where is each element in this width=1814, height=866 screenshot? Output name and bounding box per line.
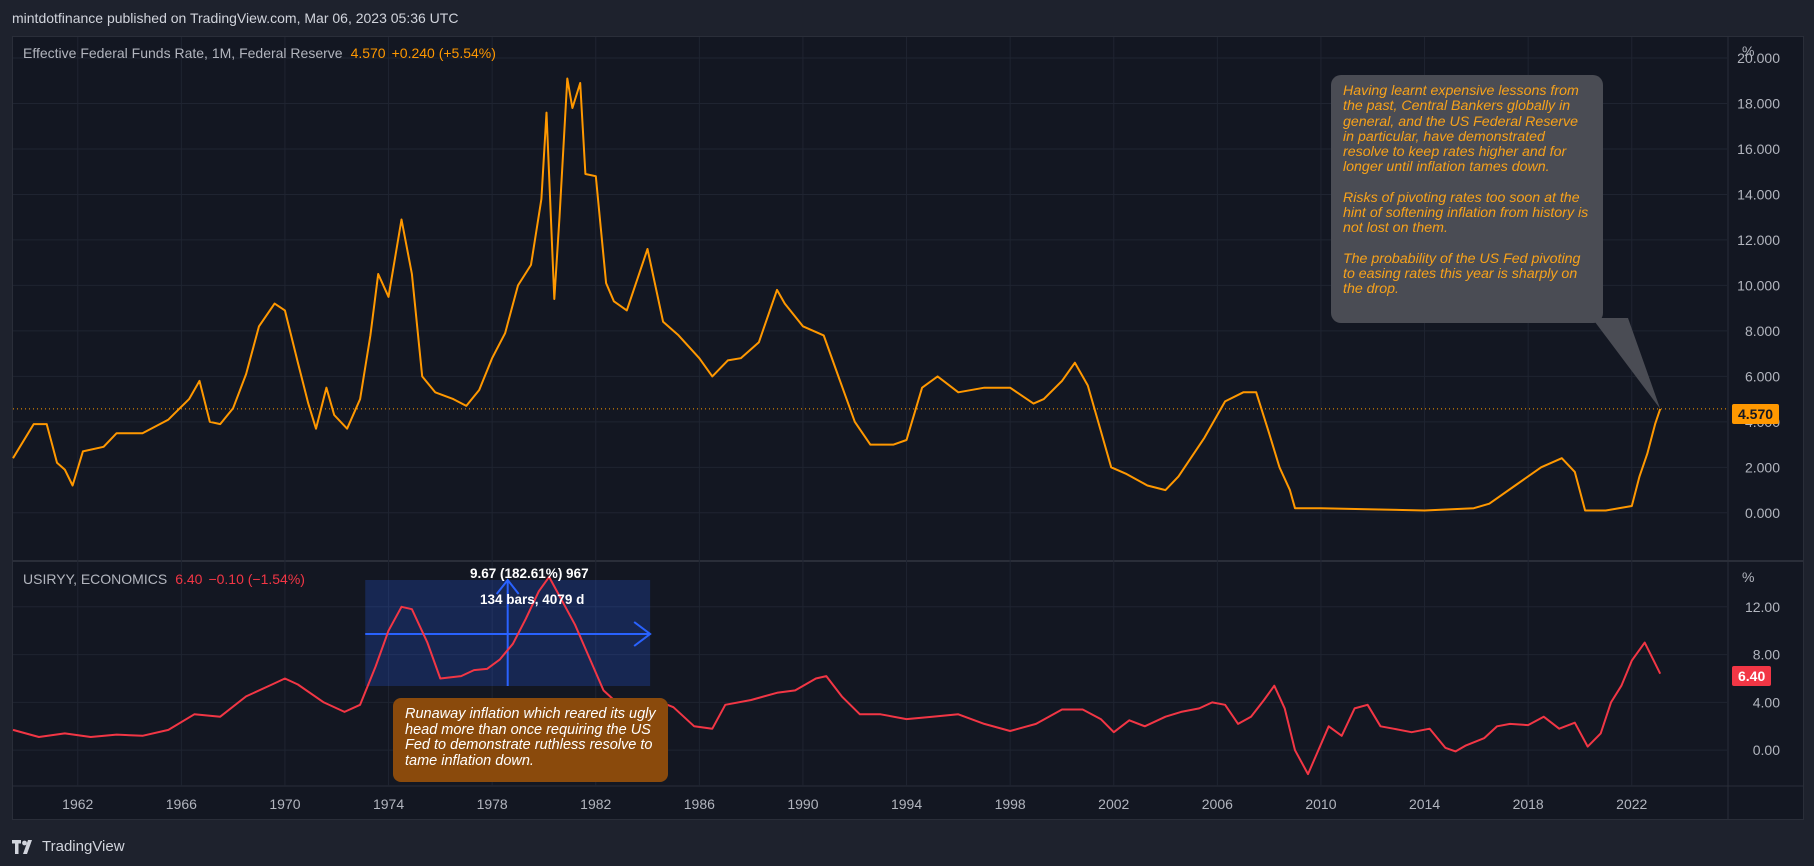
time-tick-label: 1970	[269, 796, 300, 812]
fed-price-tick-label: 14.000	[1737, 186, 1780, 202]
fed-last-price-tag: 4.570	[1732, 404, 1780, 424]
fed-price-tick-label: 20.000	[1737, 50, 1780, 66]
cpi-price-tick-label: 4.00	[1753, 694, 1780, 710]
fed-price-tick-label: 8.000	[1745, 323, 1780, 339]
tradingview-logo[interactable]: TradingView	[12, 838, 125, 855]
fed-price-tick-label: 16.000	[1737, 141, 1780, 157]
fed-legend: Effective Federal Funds Rate, 1M, Federa…	[23, 45, 496, 61]
callout-pointer	[1592, 318, 1661, 409]
time-tick-label: 2014	[1409, 796, 1440, 812]
fed-price-tick-label: 18.000	[1737, 95, 1780, 111]
time-tick-label: 1978	[477, 796, 508, 812]
cpi-last-price-tag: 6.40	[1732, 666, 1772, 686]
cpi-legend-name: USIRYY, ECONOMICS	[23, 571, 168, 587]
fed-legend-change: +0.240 (+5.54%)	[391, 45, 496, 61]
fed-price-tick-label: 6.000	[1745, 368, 1780, 384]
time-tick-label: 1982	[580, 796, 611, 812]
fed-callout-paragraph-1: Having learnt expensive lessons from the…	[1343, 83, 1579, 176]
measure-time-range: 134 bars, 4079 d	[480, 592, 585, 607]
fed-price-tick-label: 10.000	[1737, 277, 1780, 293]
fed-callout-paragraph-3: The probability of the US Fed pivoting t…	[1343, 250, 1581, 298]
fed-legend-value: 4.570	[350, 45, 386, 61]
time-tick-label: 2010	[1305, 796, 1336, 812]
cpi-price-tick-label: 0.00	[1753, 742, 1780, 758]
measure-price-range: 9.67 (182.61%) 967	[470, 566, 589, 581]
time-tick-label: 2022	[1616, 796, 1647, 812]
cpi-price-tick-label: 8.00	[1753, 647, 1780, 663]
inflation-callout[interactable]: Runaway inflation which reared its ugly …	[393, 698, 668, 782]
footer: TradingView	[0, 822, 1814, 866]
cpi-unit-label: %	[1742, 569, 1754, 585]
publisher-attribution: mintdotfinance published on TradingView.…	[12, 10, 459, 26]
measure-vertical-arrowhead	[495, 578, 520, 595]
fed-unit-label: %	[1742, 43, 1754, 59]
measure-horizontal-arrowhead	[633, 621, 652, 647]
time-tick-label: 2006	[1202, 796, 1233, 812]
fed-price-tick-label: 0.000	[1745, 505, 1780, 521]
inflation-callout-text: Runaway inflation which reared its ugly …	[405, 706, 656, 769]
fed-callout-paragraph-2: Risks of pivoting rates too soon at the …	[1343, 189, 1589, 237]
footer-brand: TradingView	[42, 838, 125, 855]
cpi-price-tick-label: 12.00	[1745, 599, 1780, 615]
time-tick-label: 1994	[891, 796, 922, 812]
cpi-legend-value: 6.40	[175, 571, 203, 587]
cpi-legend: USIRYY, ECONOMICS 6.40 −0.10 (−1.54%)	[23, 571, 305, 587]
time-tick-label: 1962	[62, 796, 93, 812]
time-tick-label: 2002	[1098, 796, 1129, 812]
time-tick-label: 2018	[1513, 796, 1544, 812]
fed-price-tick-label: 2.000	[1745, 459, 1780, 475]
fed-series-line	[12, 77, 1662, 512]
time-tick-label: 1990	[787, 796, 818, 812]
fed-resolve-callout[interactable]: Having learnt expensive lessons from the…	[1331, 75, 1603, 323]
time-tick-label: 1986	[684, 796, 715, 812]
cpi-series-line	[12, 575, 1662, 776]
fed-legend-name: Effective Federal Funds Rate, 1M, Federa…	[23, 45, 343, 61]
tradingview-icon	[12, 839, 32, 854]
time-tick-label: 1974	[373, 796, 404, 812]
fed-price-tick-label: 12.000	[1737, 232, 1780, 248]
time-tick-label: 1998	[995, 796, 1026, 812]
time-tick-label: 1966	[166, 796, 197, 812]
header-bar: mintdotfinance published on TradingView.…	[0, 0, 1814, 36]
cpi-legend-change: −0.10 (−1.54%)	[208, 571, 305, 587]
